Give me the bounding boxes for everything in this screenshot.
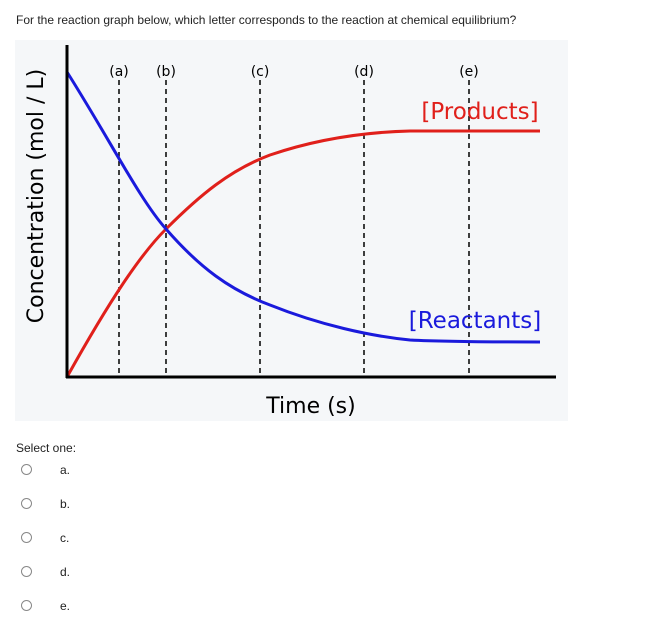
marker-label: (e): [459, 64, 479, 80]
marker-label: (c): [251, 64, 270, 80]
radio-button[interactable]: [21, 464, 32, 475]
y-axis-label: Concentration (mol / L): [24, 69, 49, 323]
radio-button[interactable]: [21, 600, 32, 611]
option-label[interactable]: d.: [60, 565, 71, 579]
products-curve: [65, 129, 540, 378]
question-text: For the reaction graph below, which lett…: [16, 13, 517, 27]
option-label[interactable]: e.: [60, 599, 71, 613]
radio-button[interactable]: [21, 498, 32, 509]
axes: [65, 45, 556, 379]
marker-label: (d): [354, 64, 374, 80]
reaction-graph: (a) (b) (c) (d) (e) [Products] [Reactant…: [15, 40, 568, 421]
option-label[interactable]: c.: [60, 531, 70, 545]
radio-button[interactable]: [21, 566, 32, 577]
marker-label: (a): [109, 64, 129, 80]
x-axis-label: Time (s): [265, 394, 355, 419]
reactants-curve: [65, 71, 541, 344]
reactants-label: [Reactants]: [409, 308, 541, 334]
radio-button[interactable]: [21, 532, 32, 543]
select-prompt: Select one:: [16, 441, 77, 455]
marker-label: (b): [156, 64, 176, 80]
products-label: [Products]: [421, 99, 538, 125]
option-label[interactable]: b.: [60, 497, 71, 511]
option-label[interactable]: a.: [60, 463, 71, 477]
figure-background: [15, 40, 568, 421]
